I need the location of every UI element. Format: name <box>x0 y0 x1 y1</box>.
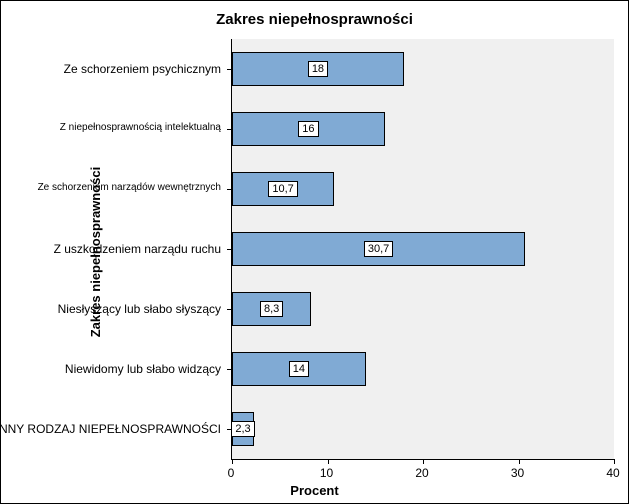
x-tick-mark <box>232 459 233 464</box>
x-tick-mark <box>519 459 520 464</box>
x-tick-label: 30 <box>511 466 524 480</box>
bar-value-label: 16 <box>298 121 318 137</box>
bar: 18 <box>232 52 404 86</box>
bar: 10,7 <box>232 172 334 206</box>
x-tick-mark <box>423 459 424 464</box>
category-label: Niewidomy lub słabo widzący <box>65 362 221 376</box>
x-tick-label: 10 <box>320 466 333 480</box>
bar-value-label: 10,7 <box>268 181 297 197</box>
category-label: Ze schorzeniem psychicznym <box>64 62 221 76</box>
plot-area: 18 16 10,7 30,7 8,3 14 2,3 <box>231 39 614 460</box>
chart-container: Zakres niepełnosprawności Zakres niepełn… <box>0 0 629 504</box>
category-label: INNY RODZAJ NIEPEŁNOSPRAWNOŚCI <box>0 422 221 436</box>
bar: 14 <box>232 352 366 386</box>
category-label: Z niepełnosprawnością intelektualną <box>60 122 221 133</box>
bar: 2,3 <box>232 412 254 446</box>
x-axis-title: Procent <box>1 483 628 498</box>
x-tick-mark <box>614 459 615 464</box>
bar: 8,3 <box>232 292 311 326</box>
bar-value-label: 18 <box>308 61 328 77</box>
chart-title: Zakres niepełnosprawności <box>1 11 628 28</box>
bar-value-label: 2,3 <box>231 421 254 437</box>
bar-value-label: 14 <box>289 361 309 377</box>
category-label: Ze schorzeniem narządów wewnętrznych <box>38 182 221 193</box>
x-tick-label: 0 <box>228 466 235 480</box>
category-label: Z uszkodzeniem narządu ruchu <box>54 242 221 256</box>
category-label: Niesłyszący lub słabo słyszący <box>58 302 221 316</box>
bar: 16 <box>232 112 385 146</box>
bar-value-label: 8,3 <box>260 301 283 317</box>
x-tick-label: 40 <box>606 466 619 480</box>
bar-value-label: 30,7 <box>364 241 393 257</box>
x-tick-label: 20 <box>415 466 428 480</box>
x-tick-mark <box>328 459 329 464</box>
bar: 30,7 <box>232 232 525 266</box>
